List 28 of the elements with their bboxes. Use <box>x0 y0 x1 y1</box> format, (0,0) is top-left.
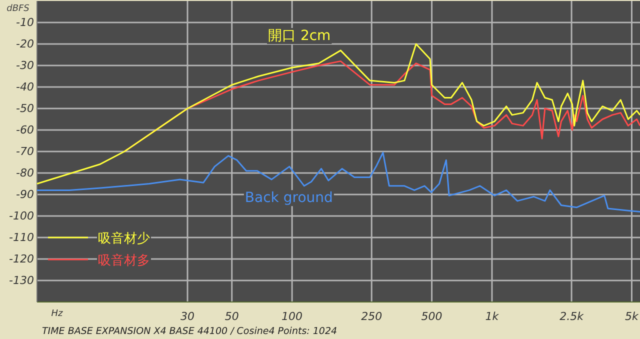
y-tick-label: -20 <box>16 38 34 51</box>
x-axis-title: Hz <box>51 309 64 319</box>
y-tick-label: -60 <box>16 124 34 137</box>
annotation: 開口 2cm <box>268 28 331 44</box>
y-tick-label: -40 <box>16 80 34 94</box>
y-tick-label: -130 <box>9 274 34 288</box>
y-tick-label: -90 <box>16 188 34 202</box>
y-tick-label: -10 <box>16 16 34 30</box>
text: TIME BASE EXPANSION X4 BASE 44100 / Cosine4 Points: 1024 <box>42 326 338 337</box>
legend-label: 吸音材少 <box>98 232 150 246</box>
y-tick-label: -100 <box>9 210 34 223</box>
x-tick-label: 500 <box>421 310 442 323</box>
y-tick-label: -50 <box>16 102 34 116</box>
legend-label: 吸音材多 <box>98 254 150 268</box>
x-tick-label: 30 <box>180 310 195 323</box>
y-tick-label: -80 <box>16 166 34 180</box>
y-tick-label: -110 <box>9 231 34 244</box>
x-tick-label: 1k <box>485 310 500 323</box>
x-tick-label: 5k <box>625 310 640 323</box>
y-axis-title: dBFS <box>6 4 30 14</box>
y-tick-label: -120 <box>9 252 34 266</box>
y-tick-label: -30 <box>16 59 34 72</box>
series-label: Back ground <box>244 190 333 206</box>
x-tick-label: 100 <box>282 310 303 323</box>
x-tick-label: 50 <box>224 310 239 323</box>
x-tick-label: 250 <box>361 310 382 323</box>
x-tick-label: 2.5k <box>560 310 584 323</box>
y-tick-label: -70 <box>16 145 34 158</box>
